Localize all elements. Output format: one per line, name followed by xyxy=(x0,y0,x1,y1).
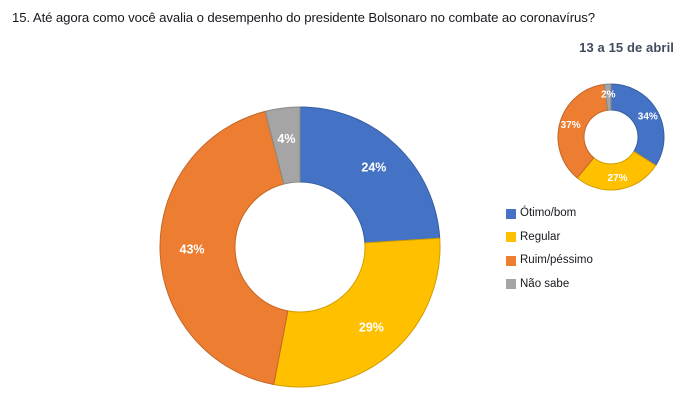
gray-swatch xyxy=(506,279,516,290)
small-donut-slice-0 xyxy=(610,83,665,166)
page-title: 15. Até agora como você avalia o desempe… xyxy=(12,10,595,25)
blue-swatch xyxy=(506,208,516,219)
main-donut-slice-3 xyxy=(264,106,301,185)
small-donut-labels: 34% 27% 37% 2% xyxy=(561,90,658,184)
small-donut-label-3: 2% xyxy=(601,90,616,101)
main-donut-slice-0 xyxy=(299,106,441,244)
main-donut-slices xyxy=(159,106,441,388)
main-donut-chart: 24% 29% 43% 4% xyxy=(158,105,442,389)
small-donut-svg: 34% 27% 37% 2% xyxy=(557,83,665,191)
main-donut-label-1: 29% xyxy=(359,320,384,334)
chart-legend: Ótimo/bom Regular Ruim/péssimo Não sabe xyxy=(506,202,676,296)
legend-item-label: Regular xyxy=(520,230,561,243)
main-donut-slice-2 xyxy=(159,110,289,386)
main-donut-svg: 24% 29% 43% 4% xyxy=(159,106,441,388)
secondary-donut-chart: 34% 27% 37% 2% xyxy=(556,82,666,192)
main-donut-label-2: 43% xyxy=(180,243,205,257)
legend-item-label: Não sabe xyxy=(520,277,570,290)
main-donut-labels: 24% 29% 43% 4% xyxy=(180,132,387,334)
yellow-swatch xyxy=(506,232,516,243)
small-donut-label-2: 37% xyxy=(561,120,581,131)
main-donut-label-0: 24% xyxy=(361,161,386,175)
legend-item-2[interactable]: Ruim/péssimo xyxy=(506,249,676,273)
survey-period-label: 13 a 15 de abril xyxy=(579,40,674,55)
small-donut-label-0: 34% xyxy=(638,111,658,122)
legend-item-0[interactable]: Ótimo/bom xyxy=(506,202,676,226)
main-donut-label-3: 4% xyxy=(277,132,295,146)
legend-item-label: Ruim/péssimo xyxy=(520,254,593,266)
small-donut-slices xyxy=(557,83,665,191)
orange-swatch xyxy=(506,255,516,266)
main-donut-slice-1 xyxy=(273,237,441,388)
small-donut-slice-2 xyxy=(557,83,609,179)
legend-item-1[interactable]: Regular xyxy=(506,226,676,250)
small-donut-label-1: 27% xyxy=(608,173,628,184)
small-donut-slice-3 xyxy=(603,83,612,111)
legend-item-3[interactable]: Não sabe xyxy=(506,273,676,297)
legend-item-label: Ótimo/bom xyxy=(520,207,577,219)
